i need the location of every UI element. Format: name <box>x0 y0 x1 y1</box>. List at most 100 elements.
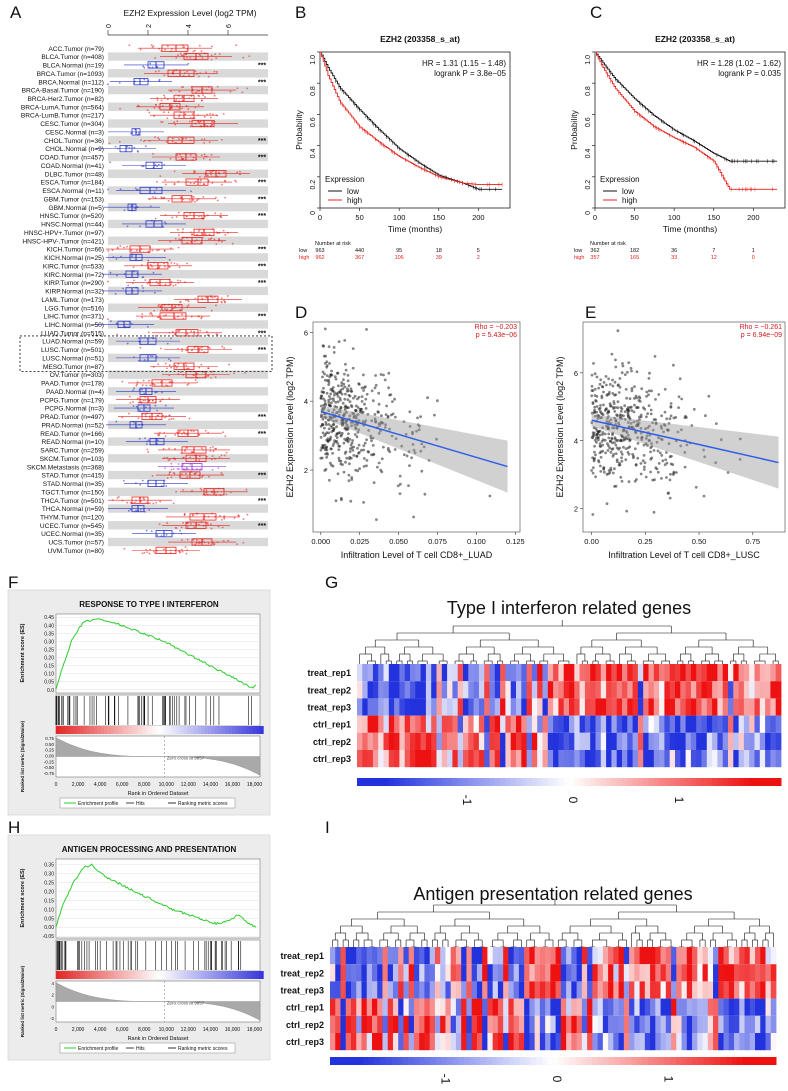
heatmap-cell <box>436 750 443 768</box>
heatmap-cell <box>420 732 427 750</box>
data-point <box>636 436 640 439</box>
jitter-point <box>210 153 213 156</box>
jitter-point <box>116 497 119 499</box>
data-point <box>622 414 625 418</box>
jitter-point <box>151 474 154 477</box>
heatmap-cell <box>500 698 506 716</box>
panel-letter: H <box>8 818 20 837</box>
heatmap-cell <box>441 664 448 682</box>
rank-color-cell <box>173 726 178 734</box>
heatmap-cell <box>394 750 400 768</box>
jitter-point <box>145 443 148 445</box>
data-point <box>350 405 354 409</box>
rank-color-cell <box>55 971 60 979</box>
jitter-point <box>216 85 219 88</box>
data-point <box>599 470 603 473</box>
rank-color-cell <box>100 726 105 734</box>
jitter-point <box>186 522 189 524</box>
heatmap-cell <box>340 947 347 965</box>
jitter-point <box>159 347 162 350</box>
heatmap-cell <box>650 998 656 1016</box>
colorbar-cell <box>402 1057 409 1065</box>
data-point <box>344 368 348 372</box>
jitter-point <box>181 550 184 553</box>
legend-label: low <box>347 187 359 196</box>
data-point <box>334 434 338 437</box>
data-point <box>619 410 623 413</box>
data-point <box>593 456 596 460</box>
heatmap-cell <box>592 1033 598 1051</box>
heatmap-cell <box>447 715 453 733</box>
heatmap-cell <box>648 698 655 716</box>
heatmap-cell <box>622 732 628 750</box>
data-point <box>642 454 646 457</box>
heatmap-cell <box>377 981 383 999</box>
jitter-point <box>115 258 118 260</box>
heatmap-cell <box>558 698 565 716</box>
heatmap-cell <box>392 1015 399 1033</box>
jitter-point <box>189 154 192 156</box>
heatmap-cell <box>413 981 420 999</box>
data-point <box>335 419 338 423</box>
jitter-point <box>184 113 187 116</box>
heatmap-cell <box>463 750 469 768</box>
colorbar-cell <box>553 1057 560 1065</box>
heatmap-cell <box>503 964 509 982</box>
heatmap-cell <box>664 715 671 733</box>
x-axis-label: Infiltration Level of T cell CD8+_LUSC <box>608 550 760 560</box>
data-point <box>332 346 336 349</box>
data-point <box>330 401 333 405</box>
heatmap-cell <box>759 681 766 699</box>
heatmap-cell <box>702 998 709 1016</box>
heatmap-cell <box>563 715 570 733</box>
data-point <box>330 369 333 373</box>
heatmap-cell <box>579 698 586 716</box>
jitter-point <box>120 255 122 258</box>
heatmap-cell <box>613 947 619 965</box>
data-point <box>591 471 595 475</box>
data-point <box>326 439 330 443</box>
heatmap-cell <box>749 1015 756 1033</box>
data-point <box>628 417 632 421</box>
heatmap-cell <box>420 750 427 768</box>
heatmap-cell <box>367 681 374 699</box>
data-point <box>342 382 346 386</box>
data-point <box>667 442 671 445</box>
jitter-point <box>192 538 195 541</box>
heatmap-cell <box>680 698 686 716</box>
heatmap-cell <box>356 1015 362 1033</box>
heatmap-cell <box>419 1015 425 1033</box>
data-point <box>351 439 355 442</box>
data-point <box>669 472 672 476</box>
jitter-point <box>207 238 210 240</box>
heatmap-cell <box>445 964 452 982</box>
heatmap-cell <box>392 964 399 982</box>
data-point <box>321 431 325 435</box>
jitter-point <box>209 116 212 119</box>
heatmap-cell <box>489 664 496 682</box>
x-tick-label: 50 <box>355 213 363 222</box>
heatmap-cell <box>723 964 730 982</box>
colorbar-cell <box>396 1057 403 1065</box>
group-label: READ.Normal (n=10) <box>42 439 104 446</box>
data-point <box>668 496 672 500</box>
risk-row-name: high <box>574 255 584 261</box>
jitter-point <box>171 137 174 140</box>
heatmap-cell <box>675 715 681 733</box>
data-point <box>323 447 327 450</box>
heatmap-cell <box>553 732 559 750</box>
jitter-point <box>198 44 201 47</box>
jitter-point <box>175 99 178 101</box>
jitter-point <box>165 314 167 316</box>
data-point <box>694 485 698 489</box>
jitter-point <box>132 401 134 403</box>
heatmap-cell <box>618 947 625 965</box>
data-point <box>707 394 711 398</box>
heatmap-cell <box>569 681 575 699</box>
jitter-point <box>142 276 145 278</box>
risk-value: 440 <box>355 248 364 254</box>
data-point <box>413 451 417 455</box>
jitter-point <box>174 458 177 461</box>
jitter-point <box>186 262 188 265</box>
